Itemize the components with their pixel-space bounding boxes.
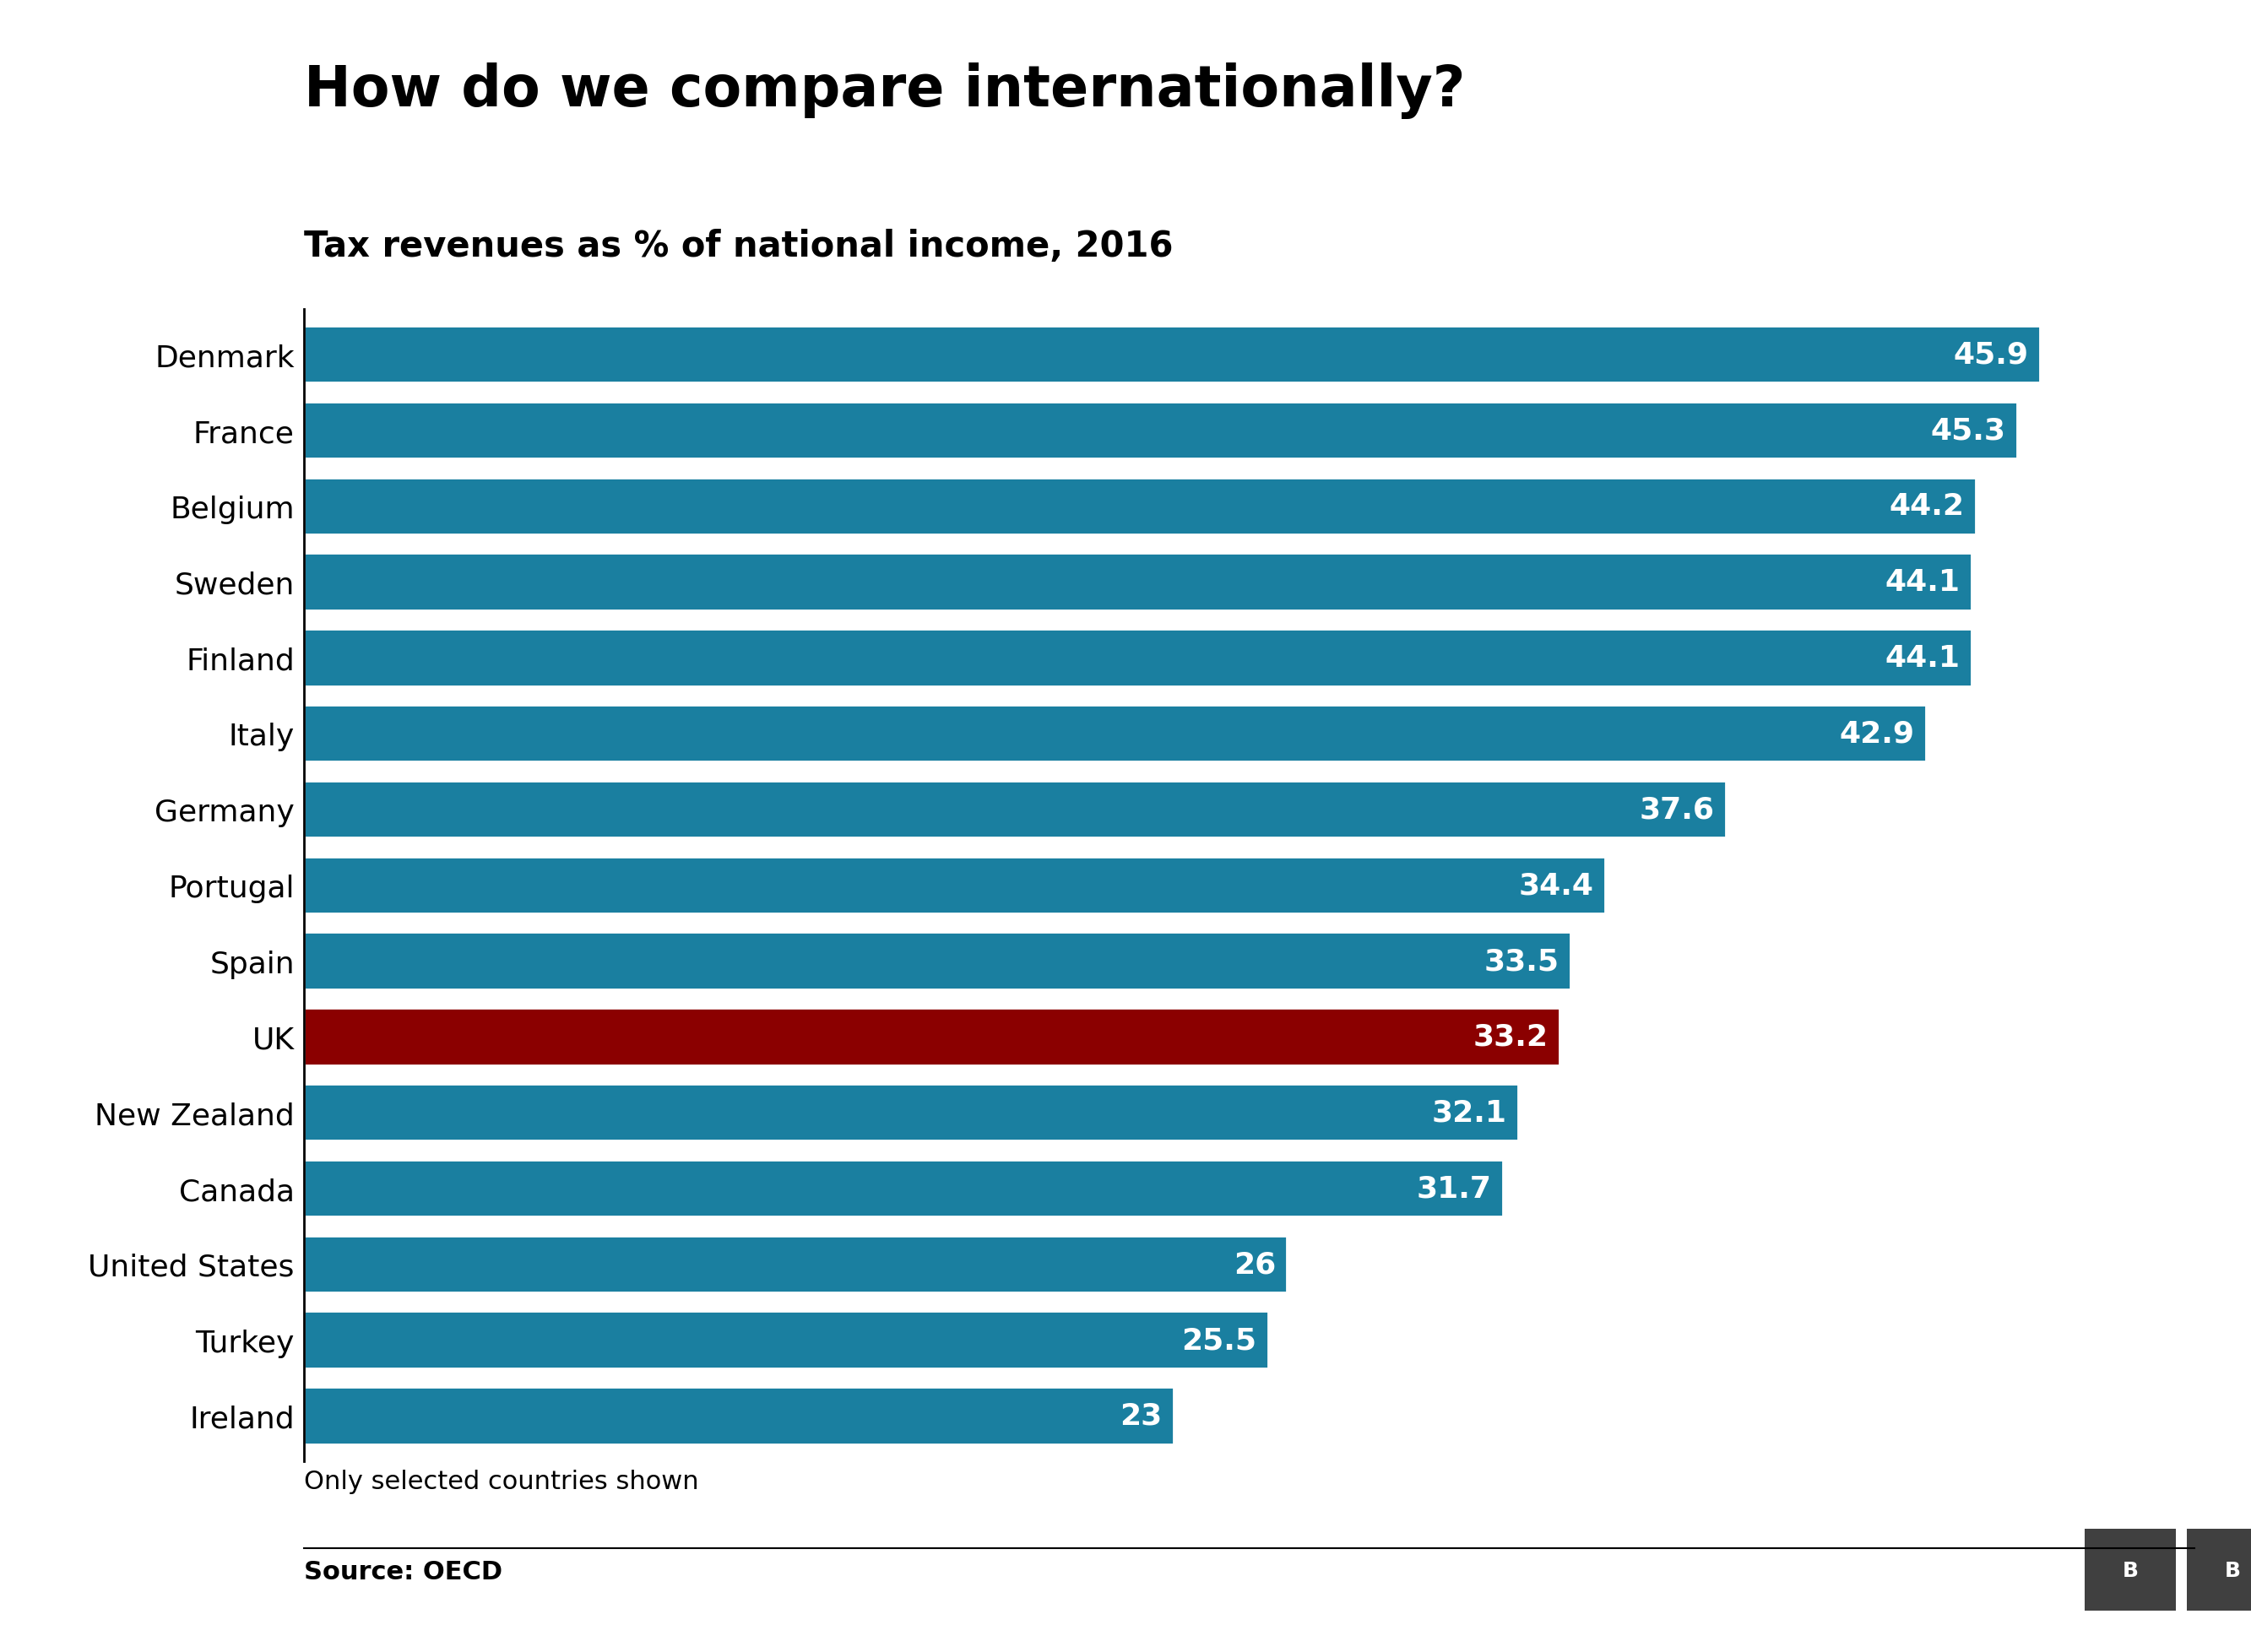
Text: 33.5: 33.5 — [1483, 947, 1560, 975]
Text: 34.4: 34.4 — [1517, 871, 1594, 900]
Text: 31.7: 31.7 — [1416, 1175, 1492, 1203]
FancyBboxPatch shape — [2188, 1530, 2251, 1611]
Bar — [304, 1388, 1173, 1444]
Text: Source: OECD: Source: OECD — [304, 1559, 502, 1584]
Bar — [304, 933, 1571, 990]
Text: 25.5: 25.5 — [1182, 1325, 1256, 1355]
Text: B: B — [2224, 1559, 2240, 1581]
Text: 32.1: 32.1 — [1432, 1099, 1506, 1127]
Text: 44.1: 44.1 — [1884, 644, 1961, 672]
Bar — [304, 629, 1972, 687]
Bar — [304, 1160, 1504, 1218]
Text: 23: 23 — [1121, 1401, 1162, 1431]
Bar — [304, 1084, 1517, 1142]
Bar — [304, 477, 1976, 535]
Text: Only selected countries shown: Only selected countries shown — [304, 1469, 698, 1493]
Text: 45.9: 45.9 — [1954, 340, 2028, 370]
Bar — [304, 1236, 1288, 1292]
Text: 33.2: 33.2 — [1472, 1023, 1549, 1051]
Text: 37.6: 37.6 — [1639, 795, 1715, 824]
Text: 45.3: 45.3 — [1931, 416, 2006, 444]
Text: 42.9: 42.9 — [1839, 720, 1916, 748]
Text: B: B — [2123, 1559, 2138, 1581]
Text: 44.2: 44.2 — [1889, 492, 1965, 520]
Bar — [304, 705, 1927, 762]
Text: 26: 26 — [1234, 1251, 1276, 1279]
Bar — [304, 781, 1727, 838]
Text: Tax revenues as % of national income, 2016: Tax revenues as % of national income, 20… — [304, 230, 1173, 264]
FancyBboxPatch shape — [2084, 1530, 2177, 1611]
Bar — [304, 403, 2017, 459]
Text: How do we compare internationally?: How do we compare internationally? — [304, 63, 1465, 119]
Text: 44.1: 44.1 — [1884, 568, 1961, 596]
Bar — [304, 553, 1972, 611]
Bar — [304, 1312, 1267, 1368]
Bar — [304, 857, 1605, 914]
Bar — [304, 327, 2039, 383]
Bar — [304, 1008, 1560, 1066]
